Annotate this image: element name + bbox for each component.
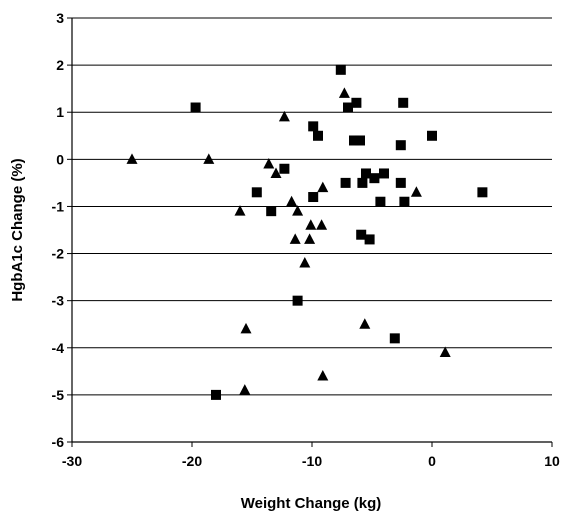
triangle-marker [299, 256, 311, 268]
square-marker [335, 64, 346, 75]
square-marker [395, 177, 406, 188]
y-tick-label: -3 [52, 293, 65, 309]
square-marker [398, 97, 409, 108]
square-marker [279, 163, 290, 174]
x-tick-label: 0 [428, 453, 436, 469]
triangle-marker [286, 195, 298, 207]
triangle-marker [270, 167, 282, 178]
square-marker [399, 196, 410, 207]
y-tick-label: -2 [52, 246, 65, 262]
square-marker [340, 177, 351, 188]
square-marker [375, 196, 386, 207]
square-marker [395, 140, 406, 151]
triangle-marker [410, 186, 422, 197]
square-marker [364, 234, 375, 245]
triangle-marker [240, 322, 252, 334]
data-points [126, 64, 488, 400]
y-axis-title: HgbA1c Change (%) [9, 158, 26, 301]
y-tick-label: 0 [56, 151, 64, 167]
y-tick-label: -1 [52, 198, 65, 214]
axes [67, 17, 553, 447]
triangle-marker [317, 181, 329, 193]
square-marker [361, 168, 371, 179]
y-tick-label: -5 [52, 387, 65, 403]
triangle-marker [316, 219, 328, 230]
square-marker [308, 121, 319, 132]
x-tick-label: -20 [182, 453, 202, 469]
square-marker [266, 206, 277, 217]
square-marker [349, 135, 359, 146]
square-marker [379, 168, 389, 179]
square-marker [427, 130, 437, 141]
square-marker [389, 333, 400, 344]
square-marker [251, 187, 262, 198]
square-marker [356, 229, 367, 240]
square-marker [292, 295, 303, 306]
triangle-marker [289, 233, 301, 244]
y-tick-label: 2 [56, 57, 64, 73]
square-marker [351, 97, 362, 108]
square-marker [308, 192, 319, 203]
square-marker [313, 130, 323, 141]
x-tick-label: 10 [544, 453, 560, 469]
triangle-marker [439, 346, 451, 357]
square-marker [357, 177, 368, 188]
x-axis-title: Weight Change (kg) [241, 495, 382, 512]
y-tick-label: 1 [56, 104, 64, 120]
triangle-marker [126, 153, 138, 164]
triangle-marker [278, 110, 290, 122]
x-tick-label: -10 [302, 453, 322, 469]
triangle-marker [305, 219, 317, 230]
square-marker [477, 187, 488, 198]
y-tick-label: -4 [52, 340, 65, 356]
triangle-marker [317, 370, 329, 381]
triangle-marker [292, 205, 304, 216]
triangle-marker [304, 233, 316, 244]
triangle-marker [263, 158, 275, 169]
triangle-marker [239, 384, 251, 395]
triangle-marker [338, 87, 350, 98]
triangle-marker [359, 318, 371, 329]
y-tick-label: -6 [52, 434, 65, 450]
triangle-marker [203, 153, 215, 164]
square-marker [369, 173, 380, 184]
x-tick-label: -30 [62, 453, 82, 469]
gridlines [72, 17, 552, 396]
triangle-marker [234, 205, 246, 216]
square-marker [343, 102, 353, 113]
square-marker [190, 102, 201, 113]
square-marker [211, 389, 221, 400]
y-tick-label: 3 [56, 10, 64, 26]
square-marker [355, 135, 365, 146]
